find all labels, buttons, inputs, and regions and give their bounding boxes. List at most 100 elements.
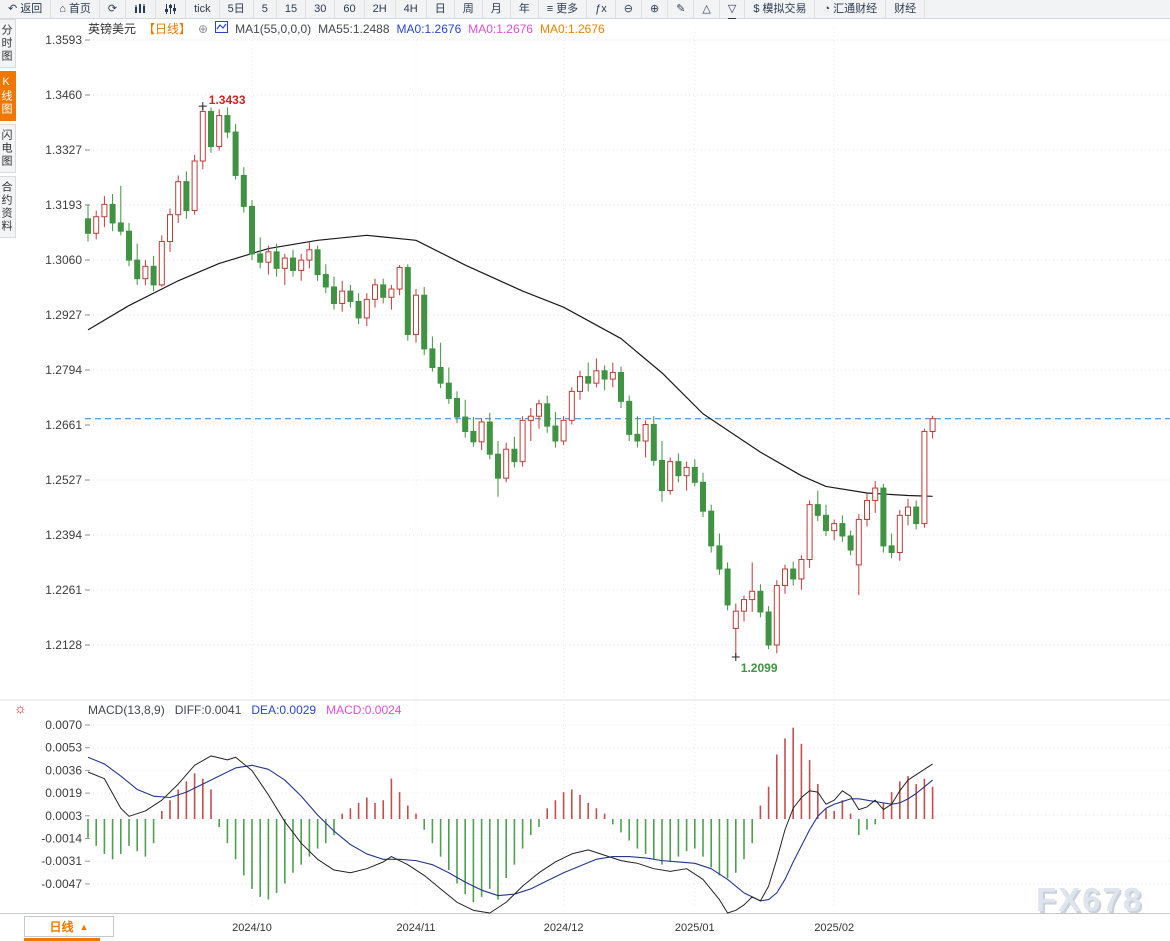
candle-down [322, 274, 329, 288]
low-price-label: 1.2099 [741, 661, 778, 675]
candle-down [183, 181, 190, 212]
candle-down [913, 506, 920, 525]
candle-up [527, 415, 534, 421]
toolbar-item-draw[interactable]: ✎ [668, 0, 695, 18]
toolbar-item-4h[interactable]: 4H [396, 0, 427, 18]
toolbar-item-home[interactable]: ⌂ 首页 [51, 0, 100, 18]
macd-settings-icon[interactable]: ☼ [14, 700, 27, 716]
toolbar-item-label: 周 [462, 3, 474, 15]
candle-down [601, 370, 608, 380]
candle-down [421, 294, 428, 350]
candle-up [683, 466, 690, 477]
candle-down [273, 251, 280, 269]
candle-down [355, 300, 362, 319]
candle-up [167, 214, 173, 243]
toolbar-item-indicators[interactable] [156, 0, 187, 18]
candle-up [158, 241, 165, 286]
period-tab-daily[interactable]: 日线 ▲ [24, 916, 114, 937]
toolbar-item-marker-up[interactable]: △ [694, 0, 720, 18]
candle-up [101, 203, 108, 218]
toolbar-item-15[interactable]: 15 [277, 0, 307, 18]
candle-down [462, 416, 469, 432]
candle-down [85, 218, 91, 234]
candle-up [872, 487, 879, 501]
toolbar-item-month[interactable]: 月 [483, 0, 511, 18]
fx678-logo-icon: ◔ [823, 3, 831, 15]
date-axis-label: 2024/11 [397, 922, 436, 934]
candle-down [495, 453, 501, 479]
toolbar-item-fx-func[interactable]: ƒx [587, 0, 616, 18]
toolbar-item-label: 财经 [894, 3, 917, 15]
candle-up [281, 257, 288, 269]
toolbar-item-refresh[interactable]: ⟳ [100, 0, 127, 18]
sidebar-item-time-chart[interactable]: 分时图 [0, 19, 16, 68]
toolbar-item-year[interactable]: 年 [511, 0, 539, 18]
candle-down [626, 400, 633, 435]
candle-down [839, 523, 846, 537]
candle-down [380, 284, 387, 298]
toolbar-item-label: 模拟交易 [762, 3, 807, 15]
zoom-in-icon: ⊕ [649, 3, 660, 15]
toolbar-item-5[interactable]: 5 [254, 0, 277, 18]
candle-up [298, 259, 305, 271]
fx-icon: ƒx [595, 3, 607, 15]
toolbar-item-60[interactable]: 60 [335, 0, 365, 18]
candle-up [306, 249, 313, 261]
candle-down [404, 267, 411, 335]
candle-up [519, 419, 526, 463]
toolbar-item-chart-type[interactable] [126, 0, 157, 18]
period-tab-label: 日线 [49, 920, 74, 934]
candle-up [864, 499, 870, 520]
candle-down [429, 348, 436, 368]
macd-grid: 0.0070 0.0053 0.0036 0.0019 0.0003 -0.0014 -0.… [41, 718, 1170, 891]
toolbar-item-marker-down[interactable]: ▽ [720, 0, 746, 19]
macd-axis-label: 0.0019 [45, 786, 82, 800]
toolbar-item-label: 更多 [556, 3, 579, 15]
sidebar-item-flash-chart[interactable]: 闪电图 [0, 124, 16, 173]
candle-up [732, 610, 739, 629]
menu-icon: ≡ [546, 3, 554, 15]
ma55-value: MA55:1.2488 [318, 21, 390, 36]
toolbar-item-huitong[interactable]: ◔ 汇通财经 [815, 0, 887, 18]
candle-up [536, 403, 542, 417]
toolbar-item-day[interactable]: 日 [427, 0, 455, 18]
toolbar-item-5d[interactable]: 5日 [220, 0, 254, 18]
candle-up [372, 284, 378, 300]
kline-chart-icon [134, 3, 147, 15]
macd-panel-header: MACD(13,8,9) DIFF:0.0041 DEA:0.0029 MACD… [88, 703, 401, 717]
toolbar-item-30[interactable]: 30 [306, 0, 336, 18]
toolbar-item-sim-trading[interactable]: $ 模拟交易 [745, 0, 816, 18]
price-axis-label: 1.2661 [45, 418, 82, 432]
toolbar-item-back[interactable]: ↶ 返回 [0, 0, 52, 18]
candle-down [511, 448, 518, 463]
candle-up [782, 568, 788, 587]
refresh-icon: ⟳ [107, 3, 118, 15]
ma-config: MA1(55,0,0,0) [235, 21, 312, 36]
candle-down [240, 174, 247, 207]
candle-up [396, 267, 403, 290]
candle-down [675, 461, 682, 477]
candle-down [757, 590, 764, 613]
toolbar-item-2h[interactable]: 2H [365, 0, 396, 18]
macd-axis-label: -0.0031 [41, 854, 82, 868]
toolbar-item-label: 汇通财经 [833, 3, 878, 15]
pencil-icon: ✎ [676, 3, 686, 15]
sidebar-item-kline-chart[interactable]: K线图 [0, 71, 16, 121]
month-grid: 2024/10 2024/11 2024/12 2025/01 2025/02 [232, 28, 854, 934]
add-indicator-icon[interactable]: ⊕ [198, 21, 209, 36]
toolbar-item-more[interactable]: ≡ 更多 [539, 0, 588, 18]
candle-up [929, 418, 936, 432]
toolbar-item-finance[interactable]: 财经 [886, 0, 926, 18]
dollar-icon: $ [753, 3, 760, 15]
toolbar-item-label: 年 [518, 3, 530, 15]
candle-down [888, 545, 895, 553]
sidebar-item-contract-info[interactable]: 合约资料 [0, 176, 16, 238]
toolbar-item-zoom-in[interactable]: ⊕ [642, 0, 669, 18]
candle-down [708, 510, 715, 547]
candle-up [216, 115, 223, 148]
toolbar-item-week[interactable]: 周 [455, 0, 483, 18]
toolbar-item-tick[interactable]: tick [186, 0, 220, 18]
toolbar-item-zoom-out[interactable]: ⊖ [616, 0, 642, 18]
